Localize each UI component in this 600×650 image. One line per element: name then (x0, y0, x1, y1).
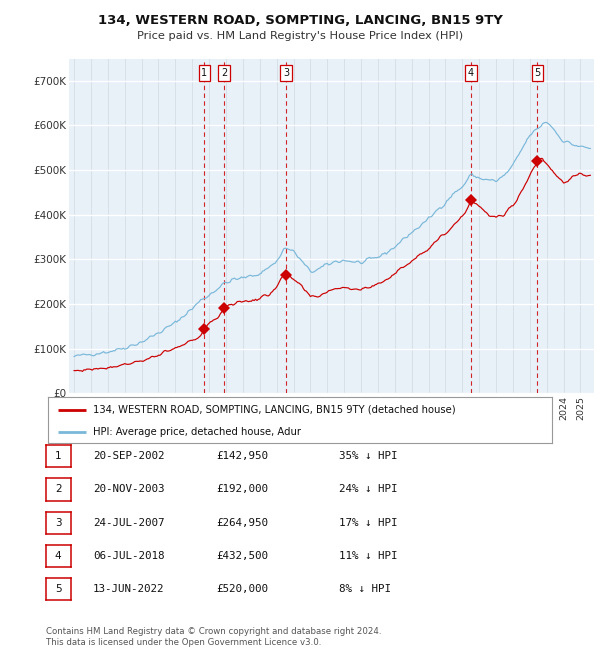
Text: 24% ↓ HPI: 24% ↓ HPI (339, 484, 397, 495)
Text: £264,950: £264,950 (216, 517, 268, 528)
Text: 5: 5 (55, 584, 62, 594)
Text: 11% ↓ HPI: 11% ↓ HPI (339, 551, 397, 561)
Text: 5: 5 (535, 68, 541, 78)
Text: 20-NOV-2003: 20-NOV-2003 (93, 484, 164, 495)
Text: 1: 1 (55, 451, 62, 462)
Text: 06-JUL-2018: 06-JUL-2018 (93, 551, 164, 561)
Text: 17% ↓ HPI: 17% ↓ HPI (339, 517, 397, 528)
Text: 4: 4 (55, 551, 62, 561)
Text: 4: 4 (468, 68, 474, 78)
Text: 1: 1 (202, 68, 208, 78)
Text: 134, WESTERN ROAD, SOMPTING, LANCING, BN15 9TY: 134, WESTERN ROAD, SOMPTING, LANCING, BN… (98, 14, 502, 27)
Text: 20-SEP-2002: 20-SEP-2002 (93, 451, 164, 462)
Text: 3: 3 (283, 68, 289, 78)
Text: £142,950: £142,950 (216, 451, 268, 462)
Text: £192,000: £192,000 (216, 484, 268, 495)
Text: 35% ↓ HPI: 35% ↓ HPI (339, 451, 397, 462)
Text: This data is licensed under the Open Government Licence v3.0.: This data is licensed under the Open Gov… (46, 638, 321, 647)
Text: 3: 3 (55, 517, 62, 528)
Text: £520,000: £520,000 (216, 584, 268, 594)
Text: Price paid vs. HM Land Registry's House Price Index (HPI): Price paid vs. HM Land Registry's House … (137, 31, 463, 41)
Text: 134, WESTERN ROAD, SOMPTING, LANCING, BN15 9TY (detached house): 134, WESTERN ROAD, SOMPTING, LANCING, BN… (94, 404, 456, 415)
Text: £432,500: £432,500 (216, 551, 268, 561)
Text: 8% ↓ HPI: 8% ↓ HPI (339, 584, 391, 594)
Text: Contains HM Land Registry data © Crown copyright and database right 2024.: Contains HM Land Registry data © Crown c… (46, 627, 381, 636)
Text: 2: 2 (55, 484, 62, 495)
Text: 13-JUN-2022: 13-JUN-2022 (93, 584, 164, 594)
Text: 24-JUL-2007: 24-JUL-2007 (93, 517, 164, 528)
Text: HPI: Average price, detached house, Adur: HPI: Average price, detached house, Adur (94, 426, 301, 437)
Text: 2: 2 (221, 68, 227, 78)
